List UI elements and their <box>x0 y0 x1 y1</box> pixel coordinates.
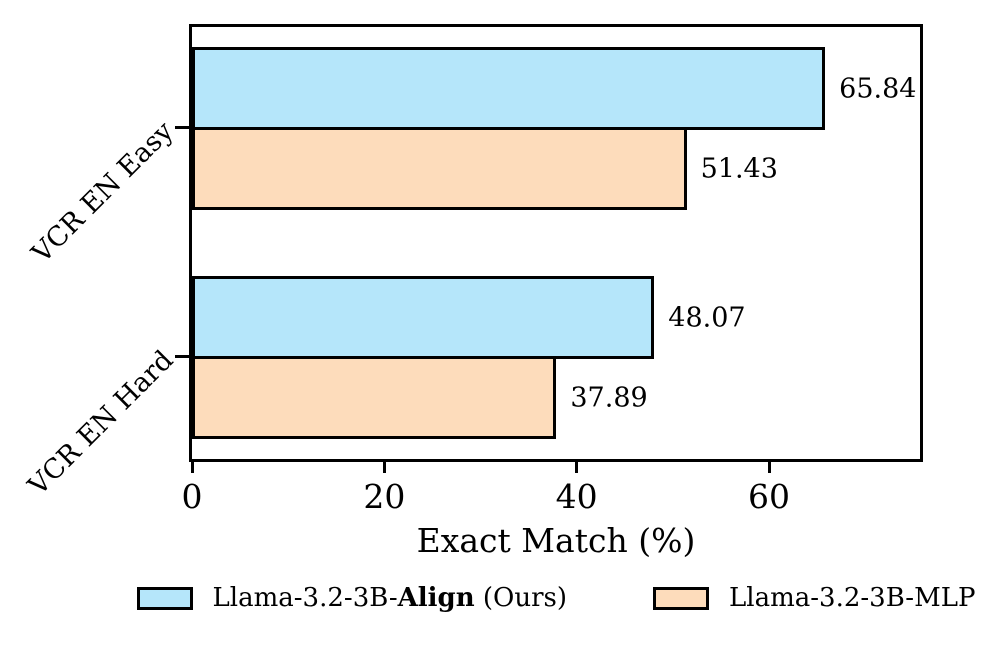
legend-item-align: Llama-3.2-3B-Align (Ours) <box>136 583 567 613</box>
bar-value-label: 65.84 <box>839 73 917 105</box>
legend-label-mlp: Llama-3.2-3B-MLP <box>729 583 975 613</box>
bar-value-label: 51.43 <box>700 153 778 185</box>
legend-label-align: Llama-3.2-3B-Align (Ours) <box>213 583 567 613</box>
y-axis-tick <box>175 354 189 358</box>
legend-label-align-bold: Align <box>397 583 475 613</box>
legend-swatch-mlp <box>653 586 710 610</box>
bar-vcr-en-easy-series-1 <box>192 127 687 211</box>
legend-swatch-align <box>136 586 193 610</box>
x-tick-label-60: 60 <box>748 477 790 516</box>
legend-label-align-suffix: (Ours) <box>474 583 568 613</box>
x-axis-tick <box>190 462 194 473</box>
x-axis-tick <box>767 462 771 473</box>
bar-vcr-en-hard-series-0 <box>192 276 655 360</box>
bar-value-label: 37.89 <box>570 382 648 414</box>
bar-vcr-en-easy-series-0 <box>192 47 826 131</box>
y-axis-tick <box>175 125 189 129</box>
legend-item-mlp: Llama-3.2-3B-MLP <box>653 583 975 613</box>
x-axis-tick <box>575 462 579 473</box>
x-tick-label-40: 40 <box>555 477 598 516</box>
x-axis-tick <box>382 462 386 473</box>
y-tick-label-vcr-en-hard: VCR EN Hard <box>22 345 180 502</box>
y-tick-label-vcr-en-easy: VCR EN Easy <box>26 115 180 270</box>
legend-label-mlp-prefix: Llama-3.2-3B-MLP <box>729 583 976 613</box>
legend: Llama-3.2-3B-Align (Ours) Llama-3.2-3B-M… <box>136 583 975 613</box>
x-tick-label-0: 0 <box>181 477 203 516</box>
x-tick-label-20: 20 <box>363 477 406 516</box>
x-axis-title: Exact Match (%) <box>416 521 696 560</box>
bar-value-label: 48.07 <box>668 302 746 334</box>
legend-label-align-prefix: Llama-3.2-3B- <box>212 583 398 613</box>
plot-area: 65.84 51.43 48.07 37.89 <box>189 24 923 462</box>
bar-vcr-en-hard-series-1 <box>192 356 557 440</box>
